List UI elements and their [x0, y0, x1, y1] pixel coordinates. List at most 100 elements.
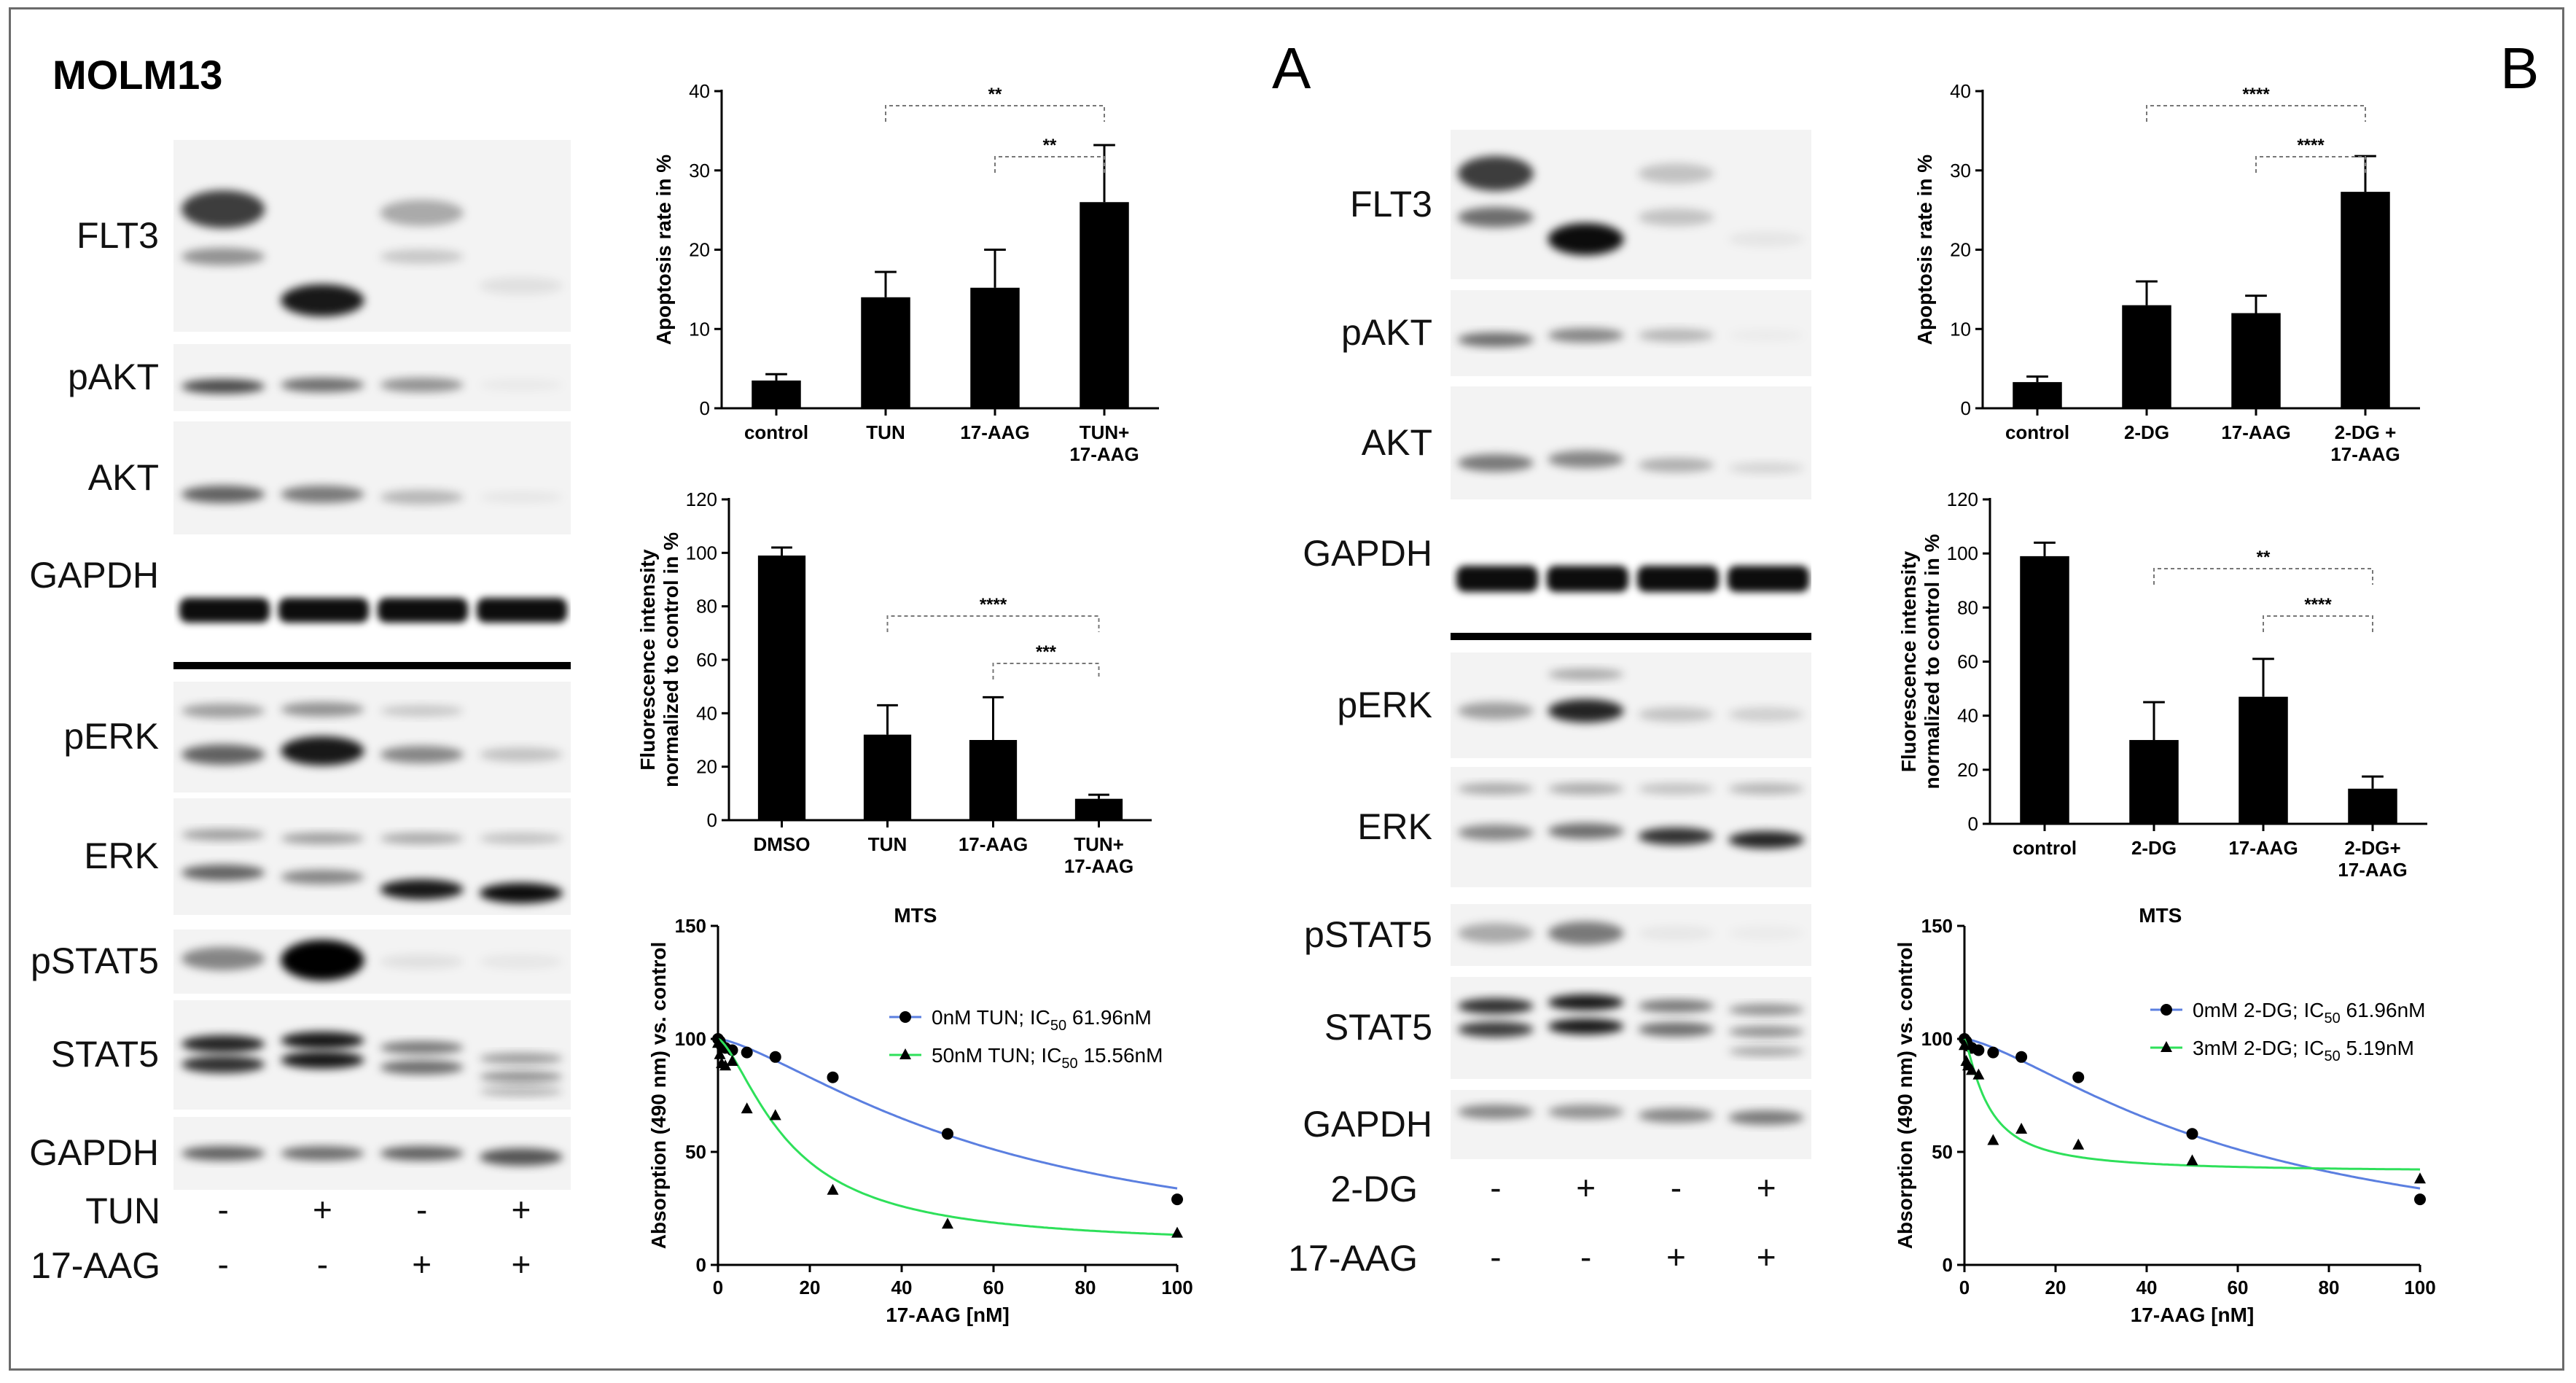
blot-band [1637, 566, 1719, 592]
treatment-sign-17-aag: + [1666, 1238, 1686, 1276]
blot-band [181, 865, 265, 881]
data-point [1972, 1068, 1985, 1080]
data-point [726, 1055, 738, 1066]
blot-band [1728, 1110, 1805, 1125]
x-tick-label: 2-DG [2131, 837, 2177, 859]
panel-letter-b: B [2500, 36, 2540, 101]
significance-bracket [2153, 568, 2373, 585]
blot-label-perk-4: pERK [1337, 684, 1432, 725]
blot-band [1457, 923, 1534, 943]
y-tick-label: 100 [1947, 542, 1978, 564]
data-point [1987, 1134, 1999, 1145]
blot-band [1547, 669, 1624, 680]
significance-label: ** [1043, 136, 1057, 155]
blot-band [1457, 156, 1534, 191]
blot-band [1638, 827, 1714, 845]
x-tick-label: 60 [983, 1277, 1004, 1298]
blot-band [1638, 707, 1714, 722]
blot-band [1456, 566, 1538, 592]
blot-image-akt-2 [173, 421, 571, 534]
blot-bands-gapdh-upper [1456, 566, 1809, 592]
y-tick-label: 80 [696, 596, 717, 618]
x-tick-label: TUN+ 17-AAG [1069, 421, 1139, 465]
blot-band [1638, 1108, 1714, 1123]
y-tick-label: 150 [675, 915, 706, 937]
fit-curve [717, 1037, 1178, 1236]
significance-label: **** [2304, 595, 2332, 615]
x-tick-label: 17-AAG [960, 421, 1029, 443]
blot-band [1457, 1021, 1534, 1037]
y-tick-label: 60 [1957, 651, 1978, 673]
blot-band [1547, 328, 1624, 343]
blot-band [479, 277, 563, 295]
blot-band [380, 746, 464, 763]
significance-label: **** [980, 595, 1007, 615]
y-tick-label: 100 [675, 1028, 706, 1050]
blot-band [1638, 458, 1714, 472]
data-point [1987, 1046, 1999, 1059]
bar [752, 380, 801, 408]
y-tick-label: 0 [1943, 1254, 1953, 1276]
x-tick-label: TUN [866, 421, 905, 443]
blot-band [1638, 163, 1714, 184]
blot-band [1457, 1105, 1534, 1119]
blot-band [1547, 1018, 1624, 1035]
treatment-sign-2-dg: - [1490, 1169, 1502, 1207]
blot-band [1547, 1105, 1624, 1119]
blot-bands [181, 1032, 563, 1096]
blot-label-akt-2: AKT [1361, 421, 1432, 463]
y-tick-label: 40 [689, 80, 710, 102]
blot-band [1547, 922, 1624, 945]
blot-bands [1457, 922, 1714, 945]
blot-image-gapdh-8 [173, 1117, 571, 1190]
blot-band [281, 486, 364, 503]
legend-marker [2161, 1004, 2172, 1016]
blot-band [380, 879, 464, 900]
blot-band [1457, 332, 1534, 347]
blot-band [181, 947, 265, 970]
blot-bands [1457, 156, 1805, 255]
y-tick-label: 20 [1950, 239, 1971, 261]
blot-label-akt-2: AKT [87, 456, 159, 498]
x-tick-label: 80 [1075, 1277, 1096, 1298]
blot-band [281, 378, 364, 392]
x-tick-label: 100 [1161, 1277, 1193, 1298]
blot-bands [181, 702, 563, 765]
data-point [1171, 1193, 1183, 1206]
blot-band [1728, 1004, 1805, 1016]
blot-label-gapdh-8: GAPDH [29, 1132, 159, 1173]
data-point [942, 1218, 953, 1229]
blot-band [181, 1146, 265, 1161]
significance-bracket [994, 156, 1105, 173]
treatment-sign-tun: - [415, 1191, 428, 1228]
treatment-sign-tun: - [217, 1191, 229, 1228]
blot-band [281, 1051, 364, 1069]
y-axis-label: Absorption (490 nm) vs. control [1894, 942, 1916, 1250]
blot-bands [1457, 1105, 1805, 1125]
blot-image-akt-2 [1451, 386, 1811, 499]
x-tick-label: 17-AAG [959, 833, 1028, 855]
mts-chart-b: MTS 0 50 100 150 0 20 40 60 80 100 17-AAG [nM] Absor… [1894, 904, 2436, 1326]
blot-label-pakt-1: pAKT [67, 357, 159, 397]
significance-bracket [886, 615, 1100, 632]
x-axis-label: 17-AAG [nM] [886, 1304, 1010, 1326]
blot-band [479, 883, 563, 903]
blot-bands [181, 829, 563, 903]
bar [2341, 192, 2390, 408]
blot-band [380, 1146, 464, 1161]
blot-label-gapdh-3: GAPDH [29, 555, 159, 596]
bar [757, 556, 806, 820]
blot-band [378, 598, 468, 623]
blot-band [380, 833, 464, 844]
data-point [1972, 1044, 1985, 1056]
chart-title: MTS [894, 904, 937, 927]
significance-bracket [2255, 156, 2366, 173]
blot-band [1457, 825, 1534, 841]
legend-label: 50nM TUN; IC50 15.56nM [932, 1044, 1163, 1072]
blot-band [479, 1148, 563, 1166]
bar [2020, 556, 2069, 824]
legend-marker [899, 1048, 911, 1059]
bar [2013, 382, 2062, 408]
x-axis-label: 17-AAG [nM] [2131, 1304, 2255, 1326]
x-tick-label: 20 [800, 1277, 821, 1298]
